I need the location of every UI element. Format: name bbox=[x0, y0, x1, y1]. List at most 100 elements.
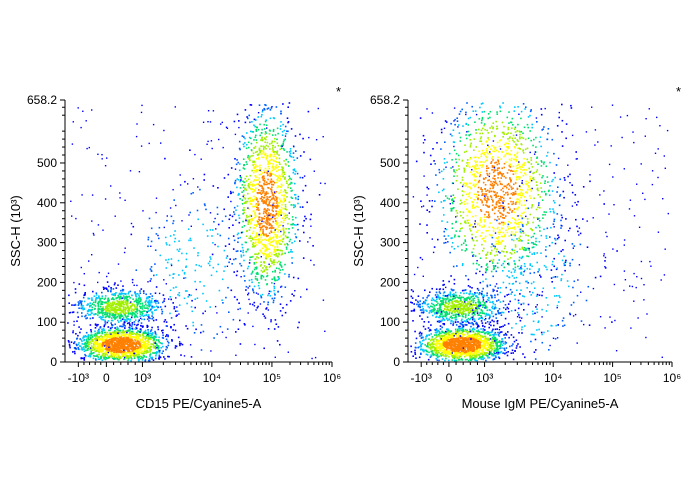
event-dot bbox=[125, 348, 128, 351]
event-dot bbox=[81, 340, 83, 343]
event-dot bbox=[107, 289, 109, 292]
event-dot bbox=[145, 344, 147, 347]
event-dot bbox=[120, 308, 122, 311]
event-dot bbox=[498, 332, 501, 335]
event-dot bbox=[290, 156, 293, 158]
event-dot bbox=[309, 218, 312, 221]
event-dot bbox=[429, 347, 432, 349]
event-dot bbox=[242, 212, 244, 215]
event-dot bbox=[110, 288, 112, 290]
event-dot bbox=[278, 252, 280, 255]
event-dot bbox=[131, 336, 134, 338]
event-dot bbox=[146, 334, 148, 337]
event-dot bbox=[265, 203, 267, 205]
event-dot bbox=[165, 325, 168, 327]
event-dot bbox=[263, 175, 265, 177]
event-dot bbox=[106, 304, 109, 306]
event-dot bbox=[162, 350, 164, 352]
event-dot bbox=[163, 356, 165, 358]
event-dot bbox=[126, 298, 128, 301]
event-dot bbox=[271, 134, 274, 136]
event-dot bbox=[271, 194, 274, 196]
event-dot bbox=[288, 165, 290, 167]
event-dot bbox=[309, 237, 311, 239]
event-dot bbox=[93, 335, 96, 337]
event-dot bbox=[133, 308, 135, 311]
event-dot bbox=[232, 191, 234, 194]
event-dot bbox=[302, 257, 305, 259]
y-tick-label: 500 bbox=[37, 156, 57, 170]
event-dot bbox=[463, 347, 466, 349]
event-dot bbox=[273, 297, 276, 299]
event-dot bbox=[251, 271, 254, 274]
event-dot bbox=[445, 346, 447, 348]
event-dot bbox=[138, 342, 141, 344]
event-dot bbox=[127, 344, 130, 346]
event-dot bbox=[127, 334, 130, 336]
event-dot bbox=[270, 223, 272, 226]
event-dot bbox=[77, 107, 79, 109]
event-dot bbox=[200, 265, 202, 268]
event-dot bbox=[155, 302, 157, 305]
event-dot bbox=[264, 238, 266, 241]
event-dot bbox=[281, 134, 284, 136]
event-dot bbox=[102, 329, 104, 332]
event-dot bbox=[199, 188, 201, 191]
event-dot bbox=[434, 338, 436, 340]
event-dot bbox=[127, 312, 130, 315]
event-dot bbox=[280, 230, 282, 233]
event-dot bbox=[204, 310, 206, 312]
event-dot bbox=[155, 357, 157, 360]
event-dot bbox=[100, 330, 103, 333]
event-dot bbox=[98, 312, 101, 315]
event-dot bbox=[245, 235, 248, 237]
event-dot bbox=[279, 125, 282, 127]
event-dot bbox=[262, 145, 265, 148]
event-dot bbox=[258, 184, 261, 187]
event-dot bbox=[101, 346, 103, 349]
event-dot bbox=[296, 157, 299, 159]
event-dot bbox=[207, 121, 209, 123]
event-dot bbox=[496, 342, 498, 345]
event-dot bbox=[172, 277, 174, 279]
event-dot bbox=[135, 293, 137, 295]
event-dot bbox=[160, 347, 162, 349]
event-dot bbox=[154, 330, 156, 333]
event-dot bbox=[190, 306, 193, 308]
x-tick-label: 10⁶ bbox=[323, 371, 341, 385]
event-dot bbox=[461, 346, 463, 348]
event-dot bbox=[507, 351, 509, 353]
event-dot bbox=[126, 296, 128, 298]
event-dot bbox=[85, 314, 87, 317]
event-dot bbox=[155, 274, 158, 276]
event-dot bbox=[151, 358, 153, 360]
event-dot bbox=[102, 344, 105, 347]
event-dot bbox=[110, 319, 113, 322]
event-dot bbox=[268, 242, 271, 245]
event-dot bbox=[446, 338, 449, 341]
event-dot bbox=[109, 302, 112, 305]
event-dot bbox=[121, 332, 124, 334]
event-dot bbox=[454, 345, 456, 347]
event-dot bbox=[258, 156, 260, 159]
event-dot bbox=[282, 201, 285, 204]
event-dot bbox=[276, 142, 279, 144]
event-dot bbox=[273, 231, 276, 234]
event-dot bbox=[139, 339, 142, 342]
event-dot bbox=[195, 288, 197, 291]
event-dot bbox=[141, 347, 143, 350]
event-dot bbox=[266, 108, 269, 110]
event-dot bbox=[476, 341, 478, 343]
event-dot bbox=[254, 175, 256, 177]
event-dot bbox=[490, 334, 492, 336]
event-dot bbox=[273, 289, 275, 292]
event-dot bbox=[124, 354, 127, 356]
event-dot bbox=[113, 293, 116, 295]
event-dot bbox=[260, 145, 262, 147]
event-dot bbox=[286, 117, 289, 119]
event-dot bbox=[248, 285, 251, 287]
event-dot bbox=[90, 350, 92, 352]
event-dot bbox=[250, 221, 252, 223]
event-dot bbox=[111, 331, 114, 334]
event-dot bbox=[462, 333, 464, 335]
